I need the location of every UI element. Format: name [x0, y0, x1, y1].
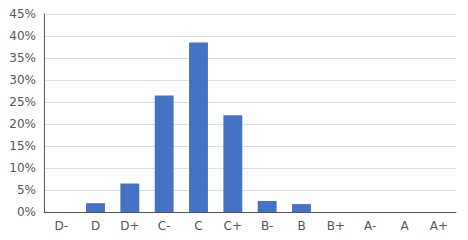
- svg-text:A+: A+: [430, 219, 448, 233]
- svg-text:20%: 20%: [9, 117, 36, 131]
- svg-text:B-: B-: [261, 219, 274, 233]
- svg-text:5%: 5%: [17, 183, 36, 197]
- svg-text:A-: A-: [364, 219, 376, 233]
- svg-text:B: B: [297, 219, 305, 233]
- svg-text:C-: C-: [158, 219, 171, 233]
- svg-text:40%: 40%: [9, 29, 36, 43]
- svg-text:0%: 0%: [17, 205, 36, 219]
- svg-text:B+: B+: [327, 219, 345, 233]
- svg-text:15%: 15%: [9, 139, 36, 153]
- svg-text:C+: C+: [224, 219, 242, 233]
- svg-text:45%: 45%: [9, 7, 36, 21]
- svg-text:35%: 35%: [9, 51, 36, 65]
- svg-text:C: C: [194, 219, 202, 233]
- svg-text:30%: 30%: [9, 73, 36, 87]
- svg-text:D+: D+: [120, 219, 139, 233]
- svg-text:D-: D-: [54, 219, 68, 233]
- svg-text:25%: 25%: [9, 95, 36, 109]
- svg-text:D: D: [91, 219, 100, 233]
- svg-text:10%: 10%: [9, 161, 36, 175]
- svg-text:A: A: [400, 219, 409, 233]
